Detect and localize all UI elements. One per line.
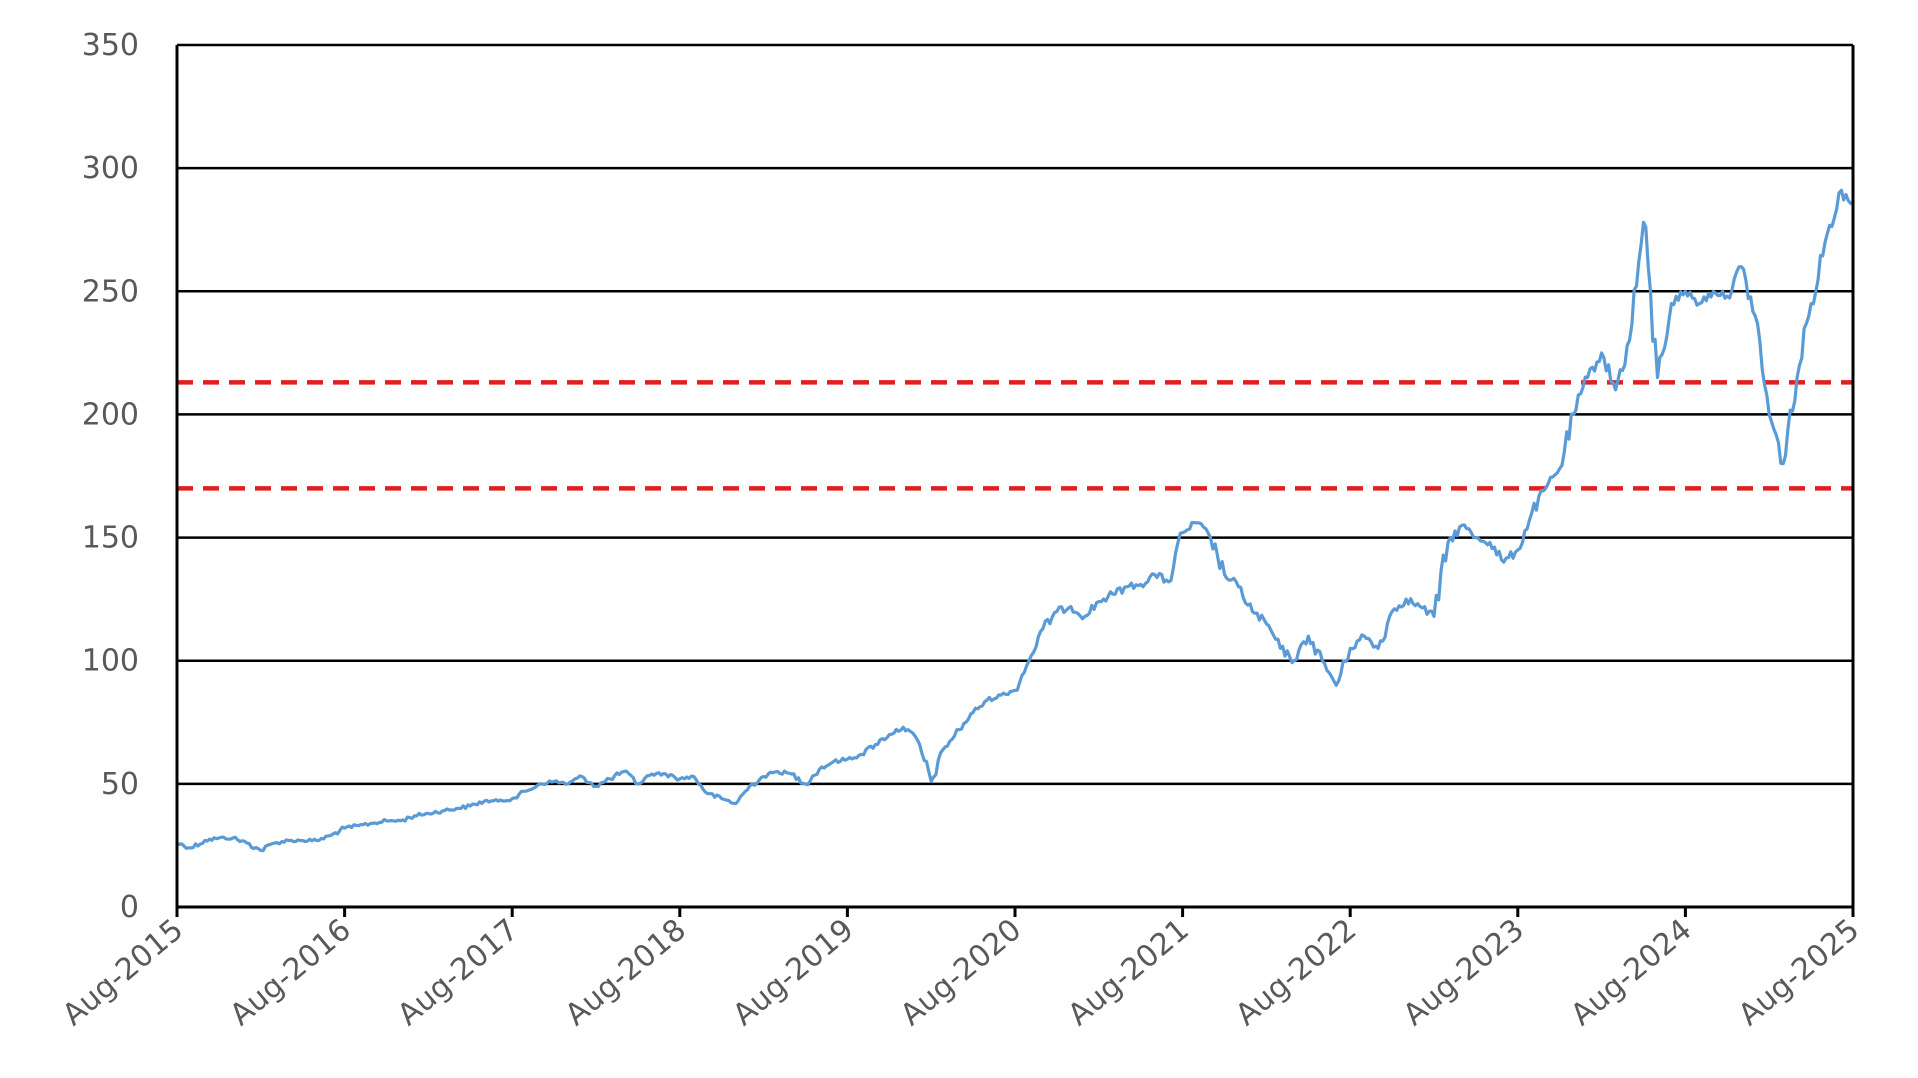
series-layer	[175, 188, 1855, 853]
x-tick-label: Aug-2015	[56, 912, 190, 1033]
y-tick-label: 50	[101, 767, 139, 802]
y-axis-tick-labels: 0 50 100 150 200 250 300 350	[82, 28, 139, 925]
y-tick-label: 100	[82, 644, 139, 679]
x-tick-label: Aug-2018	[559, 912, 693, 1033]
gridlines	[177, 43, 1853, 786]
x-tick-label: Aug-2024	[1564, 912, 1698, 1033]
x-tick-label: Aug-2023	[1397, 912, 1531, 1033]
x-tick-label: Aug-2025	[1732, 912, 1866, 1033]
axes	[175, 45, 1855, 917]
x-tick-label: Aug-2016	[224, 912, 358, 1033]
x-axis-tick-labels: Aug-2015 Aug-2016 Aug-2017 Aug-2018 Aug-2019…	[56, 912, 1866, 1033]
y-tick-label: 350	[82, 28, 139, 63]
x-tick-label: Aug-2022	[1229, 912, 1363, 1033]
x-tick-label: Aug-2017	[391, 912, 525, 1033]
x-tick-label: Aug-2021	[1062, 912, 1196, 1033]
y-tick-label: 250	[82, 274, 139, 309]
y-tick-label: 150	[82, 521, 139, 556]
y-tick-label: 200	[82, 397, 139, 432]
y-tick-label: 300	[82, 151, 139, 186]
series-line	[175, 188, 1855, 853]
x-tick-label: Aug-2019	[726, 912, 860, 1033]
reference-lines	[177, 380, 1853, 491]
y-tick-label: 0	[120, 890, 139, 925]
x-tick-label: Aug-2020	[894, 912, 1028, 1033]
